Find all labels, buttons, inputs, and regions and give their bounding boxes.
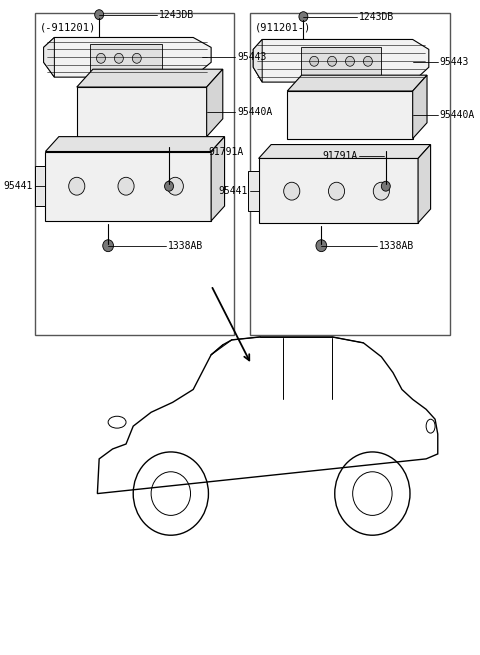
Text: 1338AB: 1338AB (379, 240, 414, 251)
Bar (259, 159, 418, 223)
Circle shape (346, 56, 354, 66)
Circle shape (381, 181, 390, 191)
Text: 95441: 95441 (3, 181, 33, 191)
Text: 1243DB: 1243DB (159, 10, 194, 20)
Bar (250, 12, 450, 335)
Circle shape (363, 56, 372, 66)
Text: 91791A: 91791A (322, 151, 357, 162)
Polygon shape (259, 145, 431, 159)
Bar (46, 151, 211, 221)
Polygon shape (253, 39, 262, 82)
Circle shape (114, 53, 123, 64)
Circle shape (328, 182, 345, 200)
Text: 95441: 95441 (218, 186, 248, 196)
Polygon shape (287, 75, 427, 91)
Text: 95440A: 95440A (440, 110, 475, 120)
Bar (287, 91, 413, 139)
Circle shape (95, 10, 104, 20)
Circle shape (103, 240, 113, 252)
Circle shape (167, 178, 183, 195)
Circle shape (327, 56, 336, 66)
Polygon shape (44, 37, 54, 77)
Circle shape (96, 53, 106, 64)
Circle shape (165, 181, 173, 191)
Polygon shape (44, 37, 211, 77)
Polygon shape (46, 137, 225, 151)
Bar (35, 12, 234, 335)
Text: 1338AB: 1338AB (168, 240, 204, 251)
Circle shape (299, 12, 308, 22)
Circle shape (69, 178, 85, 195)
Polygon shape (207, 69, 223, 137)
Circle shape (310, 56, 319, 66)
Circle shape (316, 240, 327, 252)
Circle shape (373, 182, 389, 200)
Bar (300, 47, 381, 75)
Polygon shape (211, 137, 225, 221)
Bar (90, 45, 162, 72)
Bar (77, 87, 207, 137)
Text: 1243DB: 1243DB (359, 12, 394, 22)
Text: 95440A: 95440A (237, 107, 272, 117)
Text: 95443: 95443 (440, 57, 469, 67)
Polygon shape (77, 69, 223, 87)
Circle shape (132, 53, 141, 64)
Text: (-911201): (-911201) (40, 23, 96, 33)
Circle shape (284, 182, 300, 200)
Text: 95443: 95443 (237, 52, 266, 62)
Polygon shape (248, 172, 259, 211)
Polygon shape (253, 39, 429, 82)
Polygon shape (418, 145, 431, 223)
Text: (911201-): (911201-) (255, 23, 311, 33)
Circle shape (118, 178, 134, 195)
Polygon shape (413, 75, 427, 139)
Polygon shape (35, 166, 46, 206)
Text: 91791A: 91791A (208, 147, 244, 157)
